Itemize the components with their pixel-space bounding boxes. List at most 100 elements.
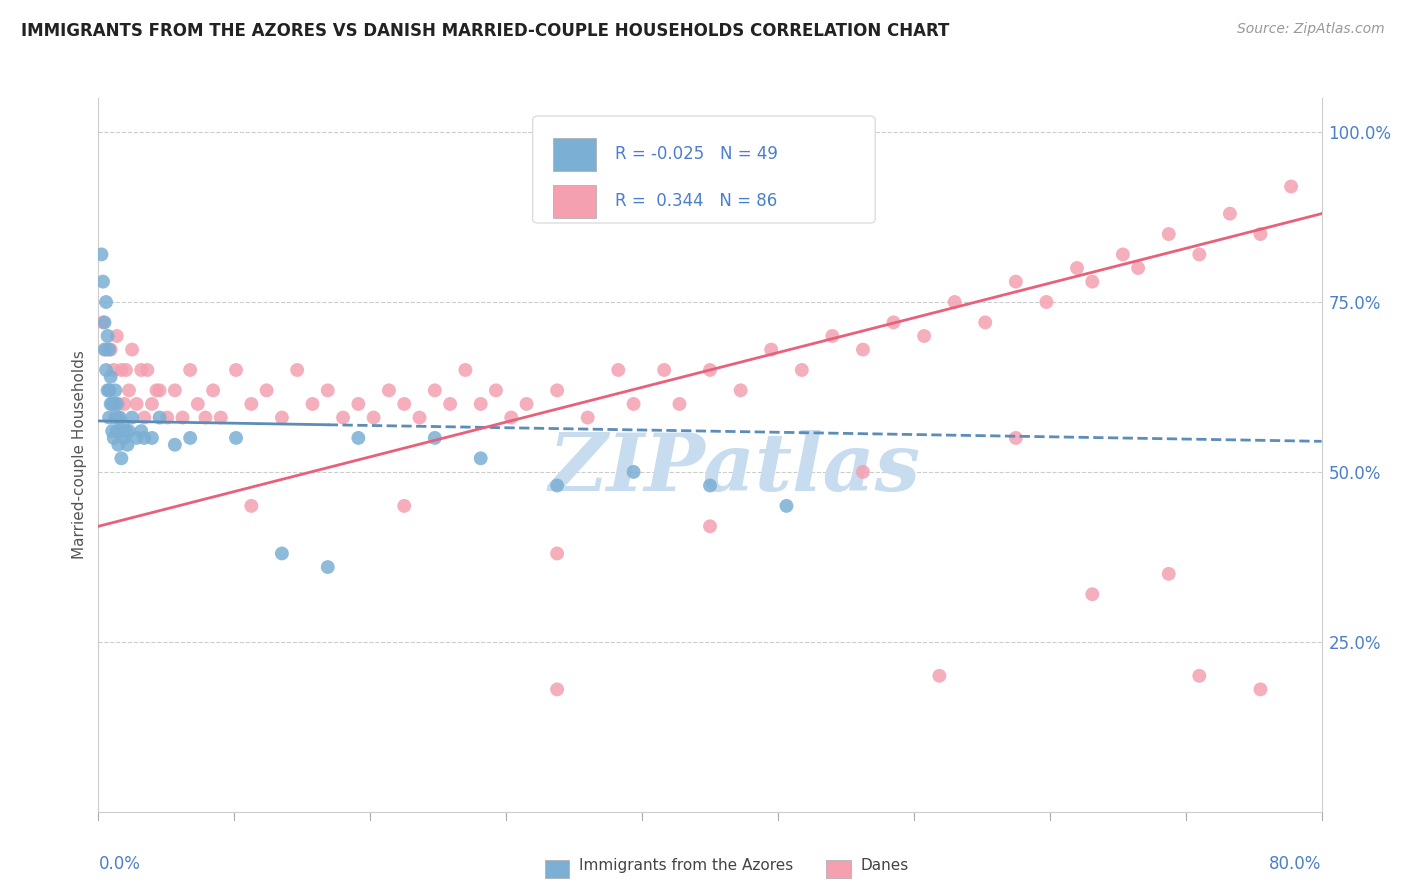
FancyBboxPatch shape — [554, 186, 596, 218]
Point — [225, 363, 247, 377]
Point — [699, 519, 721, 533]
Point — [115, 424, 138, 438]
Point — [134, 431, 156, 445]
Point — [112, 397, 135, 411]
Point — [101, 424, 124, 438]
Point — [1004, 431, 1026, 445]
Point — [1081, 275, 1104, 289]
Point — [1157, 227, 1180, 241]
Point — [118, 424, 141, 438]
Point — [1219, 207, 1241, 221]
Point — [209, 410, 232, 425]
Point — [94, 295, 117, 310]
Point — [125, 431, 148, 445]
Point — [93, 315, 115, 329]
Point — [110, 363, 132, 377]
Point — [316, 560, 339, 574]
Point — [141, 397, 163, 411]
Point — [1066, 260, 1088, 275]
Point — [607, 363, 630, 377]
Point — [121, 410, 143, 425]
Point — [270, 410, 292, 425]
Point — [156, 410, 179, 425]
Point — [100, 343, 122, 357]
Point — [363, 410, 385, 425]
Point — [852, 343, 875, 357]
Point — [108, 410, 131, 425]
Point — [105, 424, 128, 438]
Point — [194, 410, 217, 425]
Point — [136, 363, 159, 377]
Point — [1279, 179, 1302, 194]
Point — [1035, 295, 1057, 310]
Point — [347, 431, 370, 445]
Text: Danes: Danes — [860, 858, 908, 872]
Text: IMMIGRANTS FROM THE AZORES VS DANISH MARRIED-COUPLE HOUSEHOLDS CORRELATION CHART: IMMIGRANTS FROM THE AZORES VS DANISH MAR… — [21, 22, 949, 40]
Point — [912, 329, 935, 343]
Point — [107, 397, 129, 411]
Point — [790, 363, 813, 377]
Point — [98, 343, 121, 357]
Point — [270, 546, 292, 560]
Point — [699, 363, 721, 377]
Point — [943, 295, 966, 310]
Point — [439, 397, 461, 411]
Text: R =  0.344   N = 86: R = 0.344 N = 86 — [614, 193, 778, 211]
Point — [105, 397, 128, 411]
Point — [546, 478, 568, 492]
Point — [104, 410, 127, 425]
Point — [149, 410, 172, 425]
Point — [1188, 669, 1211, 683]
Point — [141, 431, 163, 445]
Point — [285, 363, 308, 377]
Point — [187, 397, 209, 411]
Point — [1249, 682, 1271, 697]
Point — [546, 384, 568, 398]
Point — [91, 275, 114, 289]
Point — [1112, 247, 1135, 261]
FancyBboxPatch shape — [554, 138, 596, 170]
Point — [98, 384, 121, 398]
Point — [149, 384, 172, 398]
Text: R = -0.025   N = 49: R = -0.025 N = 49 — [614, 145, 778, 163]
Point — [107, 410, 129, 425]
Point — [668, 397, 690, 411]
Point — [316, 384, 339, 398]
Point — [100, 397, 122, 411]
Point — [546, 682, 568, 697]
Point — [118, 384, 141, 398]
Point — [97, 384, 120, 398]
Point — [103, 397, 125, 411]
Point — [101, 397, 124, 411]
Point — [470, 397, 492, 411]
Point — [546, 546, 568, 560]
Point — [821, 329, 844, 343]
Point — [94, 343, 117, 357]
Text: ZIPatlas: ZIPatlas — [548, 431, 921, 508]
Point — [470, 451, 492, 466]
Point — [125, 397, 148, 411]
Point — [408, 410, 430, 425]
Point — [94, 363, 117, 377]
Text: Immigrants from the Azores: Immigrants from the Azores — [579, 858, 793, 872]
Point — [103, 431, 125, 445]
Text: Source: ZipAtlas.com: Source: ZipAtlas.com — [1237, 22, 1385, 37]
Point — [699, 478, 721, 492]
Point — [301, 397, 323, 411]
Point — [172, 410, 194, 425]
Point — [423, 384, 446, 398]
Point — [1128, 260, 1150, 275]
Point — [347, 397, 370, 411]
Point — [501, 410, 523, 425]
Point — [112, 431, 135, 445]
Point — [103, 363, 125, 377]
Point — [576, 410, 599, 425]
Text: 80.0%: 80.0% — [1270, 855, 1322, 872]
Point — [110, 424, 132, 438]
Point — [1004, 275, 1026, 289]
Point — [93, 343, 115, 357]
Point — [256, 384, 278, 398]
Point — [117, 438, 139, 452]
Point — [129, 424, 152, 438]
Point — [98, 410, 121, 425]
